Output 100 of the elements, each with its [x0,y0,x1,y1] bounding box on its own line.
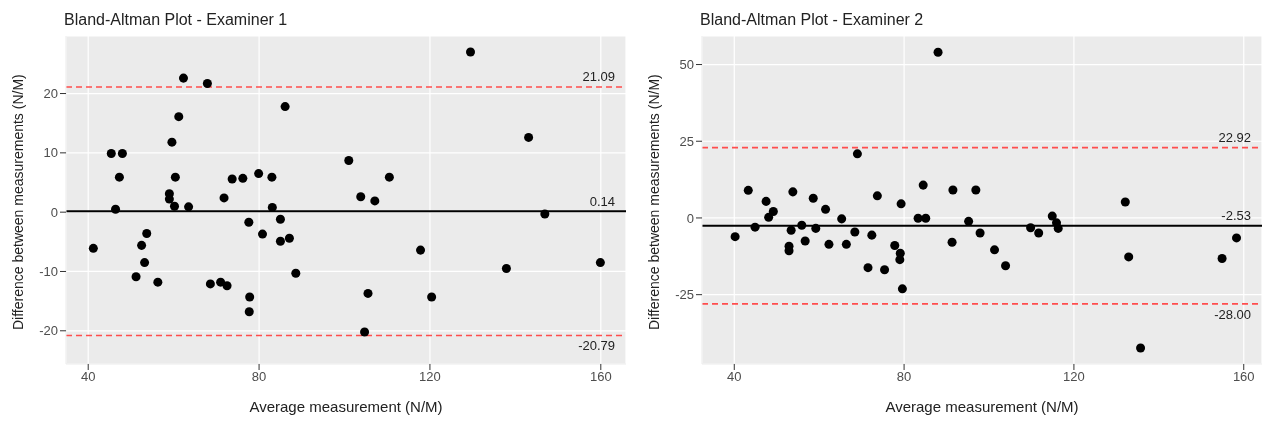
point [416,245,426,255]
point [897,284,907,294]
point [167,137,177,147]
point [863,263,873,273]
point [344,156,354,166]
point [184,202,194,212]
point [921,213,931,223]
ref-line-label: 21.09 [582,69,615,85]
chart-title: Bland-Altman Plot - Examiner 2 [700,10,925,30]
point [918,180,928,190]
point [797,220,807,230]
y-tick-label: 25 [679,133,694,149]
point [257,229,268,239]
point [964,216,974,226]
ref-line-label: 0.14 [589,193,615,209]
point [1124,252,1134,262]
point [267,202,277,212]
point [786,225,796,235]
point [867,230,877,240]
point [761,196,771,206]
point [170,172,180,182]
point [131,272,141,282]
point [841,239,851,249]
point [360,327,370,337]
y-tick-label: -25 [675,287,694,303]
point [933,47,943,57]
point [291,268,301,278]
x-tick-label: 40 [80,369,96,385]
point [275,214,285,224]
point [808,193,818,203]
y-axis-title: Difference between measurements (N/M) [9,74,26,330]
point [178,73,188,83]
point [111,204,121,214]
y-tick-label: -10 [39,264,58,280]
point [1053,223,1063,233]
y-tick-label: 0 [50,204,58,220]
y-tick-label: 10 [43,145,58,161]
point [524,132,534,142]
x-tick-label: 40 [727,369,742,385]
point [750,222,760,232]
point [169,201,180,211]
point [88,243,98,253]
x-tick-label: 120 [419,369,441,385]
point [244,307,254,317]
point [466,47,476,57]
point [137,240,147,250]
x-tick-label: 160 [589,369,612,385]
point [824,239,834,249]
point [990,245,1000,255]
point [244,217,254,227]
point [254,169,264,179]
point [540,209,550,219]
y-tick-label: 20 [43,86,58,102]
ref-line-label: -20.79 [578,338,615,354]
point [280,102,290,112]
point [948,185,958,195]
point [1034,228,1044,238]
point [205,279,215,289]
point [1001,261,1011,271]
point [153,277,163,287]
point [1047,211,1057,221]
point [872,191,882,201]
point [222,281,232,291]
point [837,214,847,224]
point [890,241,900,251]
y-tick-label: -20 [39,323,58,339]
point [1136,343,1146,353]
point [227,174,237,184]
y-tick-label: 0 [686,210,694,226]
point [764,212,774,222]
point [730,232,740,242]
x-tick-label: 80 [251,369,267,385]
point [896,199,906,209]
ref-line-label: -2.53 [1221,207,1251,223]
x-axis-title: Average measurement (N/M) [249,398,443,415]
ref-line-label: 22.92 [1218,129,1251,145]
point [971,185,981,195]
point [743,185,753,195]
point [1232,233,1242,243]
point [880,265,890,275]
point [895,255,905,265]
ref-line-label: -28.00 [1214,306,1251,322]
point [284,233,294,243]
point [106,148,116,158]
point [142,229,152,239]
point [501,264,511,274]
point [370,196,380,206]
x-tick-label: 120 [1063,369,1085,385]
point [219,193,229,203]
point [427,292,437,302]
point [788,187,798,197]
chart-title: Bland-Altman Plot - Examiner 1 [64,10,289,30]
point [117,148,127,158]
x-axis-title: Average measurement (N/M) [885,398,1079,415]
point [852,149,862,159]
point [595,258,605,268]
point [356,192,366,202]
point [947,237,957,247]
point [1217,253,1227,263]
point [245,292,255,302]
